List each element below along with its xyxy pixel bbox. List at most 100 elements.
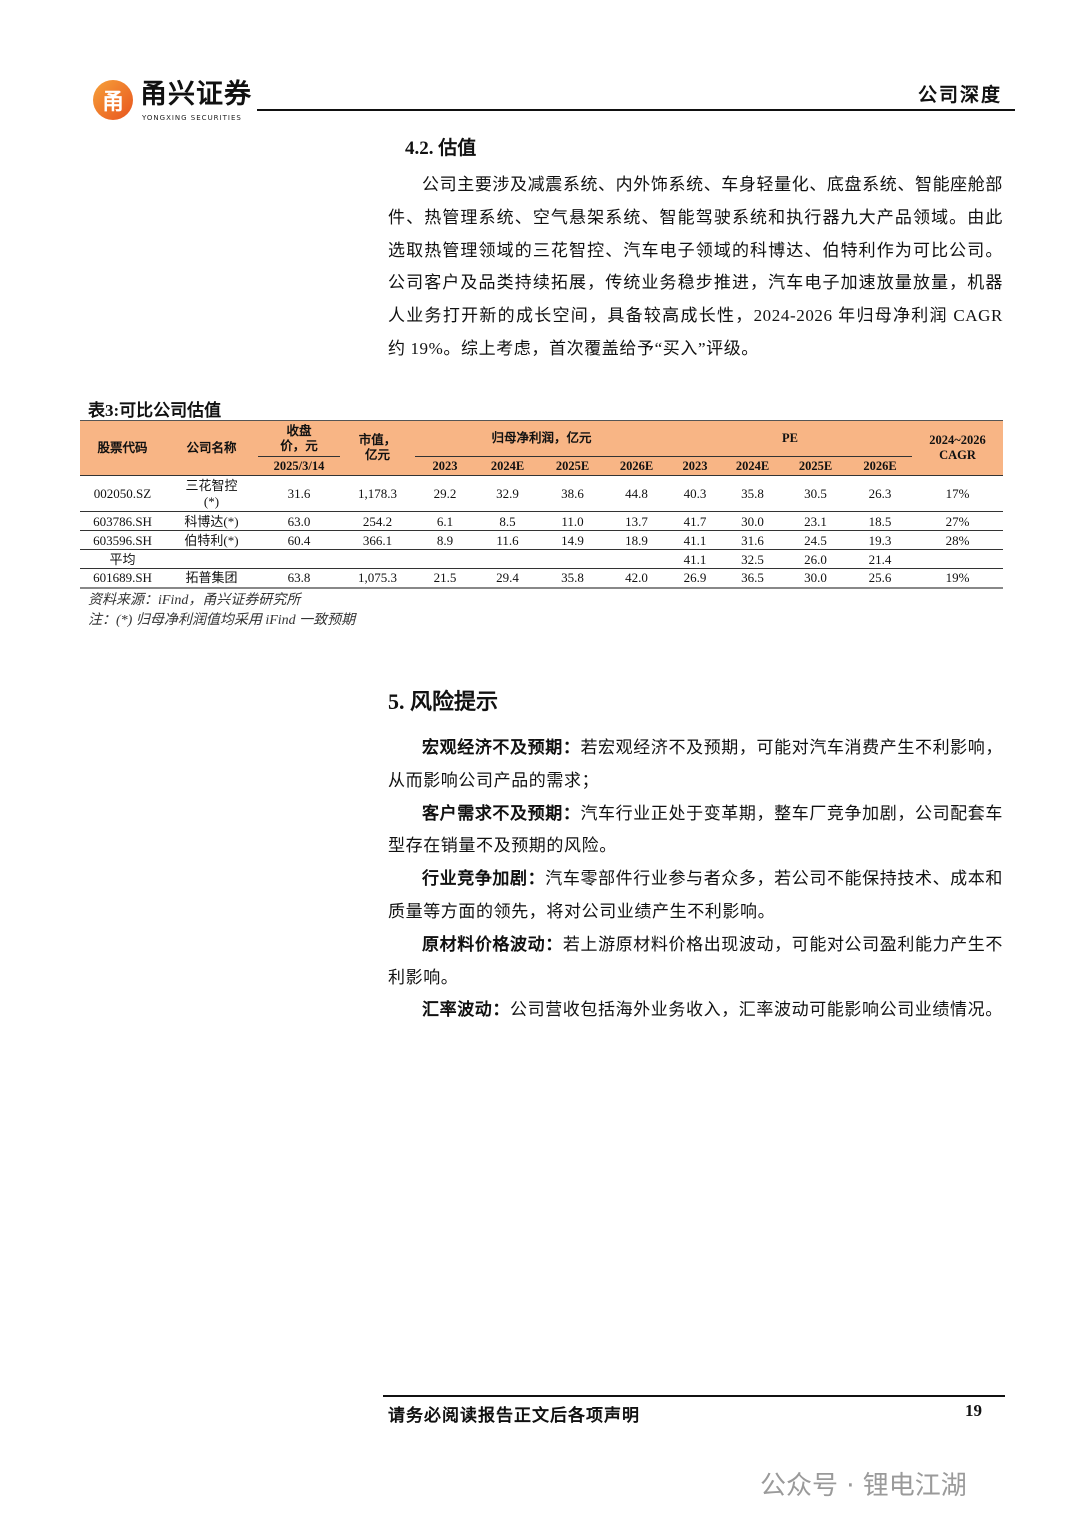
table-cell: 25.6 [868, 570, 892, 586]
table-cell: 30.0 [804, 570, 827, 586]
table-cell: 603596.SH [93, 532, 152, 548]
table-cell: 拓普集团 [185, 570, 238, 586]
col-year: 2023 [415, 456, 475, 476]
col-pe: PE [668, 420, 913, 457]
table-cell: 19% [945, 570, 970, 586]
footer-divider [383, 1395, 1005, 1397]
table-cell: 35.8 [561, 570, 584, 586]
table-source: 资料来源：iFind，甬兴证券研究所 [88, 592, 301, 608]
table-row: 603786.SH 科博达(*) 63.0 254.2 6.1 8.5 11.0 13.7 41… [80, 511, 1003, 531]
table-cell: 29.4 [496, 570, 519, 586]
table-cell: 38.6 [561, 486, 584, 501]
table-row: 平均 41.1 32.5 26.0 21.4 [80, 549, 1003, 569]
watermark: 公众号 · 锂电江湖 [760, 1471, 967, 1501]
risk-list: 宏观经济不及预期：若宏观经济不及预期，可能对汽车消费产生不利影响，从而影响公司产… [388, 732, 1003, 1027]
valuation-text: 公司主要涉及减震系统、内外饰系统、车身轻量化、底盘系统、智能座舱部件、热管理系统… [388, 169, 1003, 366]
table-cell: 63.8 [287, 570, 311, 586]
table-cell: 29.2 [433, 486, 457, 501]
table-cell: 30.0 [741, 513, 764, 529]
col-mcap: 市值，亿元 [340, 420, 415, 476]
risk-item: 原材料价格波动：若上游原材料价格出现波动，可能对公司盈利能力产生不利影响。 [388, 934, 1003, 987]
table-cell: 18.9 [625, 532, 648, 548]
table-cell: 8.9 [436, 532, 454, 548]
table-cell: 31.6 [741, 532, 764, 548]
table-cell: 28% [945, 532, 970, 548]
table-cell: 31.6 [287, 486, 311, 501]
col-name: 公司名称 [165, 420, 258, 476]
col-year: 2026E [605, 456, 669, 476]
table-cell: 三花智控(*) [185, 477, 238, 509]
col-profit: 归母净利润，亿元 [415, 420, 669, 457]
table-cell: 13.7 [625, 513, 648, 529]
col-code: 股票代码 [80, 420, 165, 476]
table-caption: 表3:可比公司估值 [88, 401, 222, 420]
table-cell [912, 550, 1003, 569]
table-cell [415, 550, 475, 569]
section-label: 公司深度 [917, 85, 1002, 106]
risk-item: 汇率波动：公司营收包括海外业务收入，汇率波动可能影响公司业绩情况。 [422, 1000, 1003, 1020]
table-cell: 14.9 [561, 532, 584, 548]
table-cell: 26.9 [683, 570, 707, 586]
col-year: 2026E [848, 456, 913, 476]
risk-item: 宏观经济不及预期：若宏观经济不及预期，可能对汽车消费产生不利影响，从而影响公司产… [388, 738, 1003, 790]
table-cell: 002050.SZ [93, 486, 152, 501]
table-cell: 平均 [109, 551, 136, 567]
risk-item: 客户需求不及预期：汽车行业正处于变革期，整车厂竞争加剧，公司配套车型存在销量不及… [388, 803, 1003, 856]
risk-item: 行业竞争加剧：汽车零部件行业参与者众多，若公司不能保持技术、成本和质量等方面的领… [388, 869, 1003, 921]
table-cell [258, 550, 340, 569]
page-number: 19 [965, 1401, 982, 1420]
logo-text: 甬兴证券 [140, 79, 252, 110]
logo-icon: 甬 [93, 80, 133, 120]
table-cell: 21.4 [868, 551, 892, 567]
table-row: 601689.SH 拓普集团 63.8 1,075.3 21.5 29.4 35.8 42.0… [80, 568, 1003, 588]
table-cell: 36.5 [741, 570, 764, 586]
table-cell: 6.1 [436, 513, 454, 529]
table-cell: 366.1 [362, 532, 393, 548]
table-cell: 603786.SH [93, 513, 152, 529]
footer-disclaimer: 请务必阅读报告正文后各项声明 [388, 1406, 640, 1425]
header-divider [257, 109, 1015, 111]
table-cell: 41.1 [683, 551, 707, 567]
table-cell: 8.5 [499, 513, 516, 529]
col-year: 2025E [540, 456, 605, 476]
table-cell: 11.0 [561, 513, 584, 529]
valuation-table: 股票代码 公司名称 收盘价，元 市值，亿元 归母净利润，亿元 PE 2024~2… [80, 420, 1003, 589]
table-cell [540, 550, 605, 569]
table-cell: 254.2 [362, 513, 393, 529]
table-cell [605, 550, 668, 569]
table-cell: 1,178.3 [358, 486, 397, 501]
table-cell: 42.0 [625, 570, 648, 586]
table-cell: 11.6 [496, 532, 519, 548]
col-year: 2024E [722, 456, 784, 476]
col-year: 2023 [668, 456, 723, 476]
table-note: 注：(*) 归母净利润值均采用 iFind 一致预期 [88, 612, 356, 628]
table-cell: 24.5 [804, 532, 827, 548]
col-price-date: 2025/3/14 [258, 456, 340, 476]
table-cell: 63.0 [287, 513, 311, 529]
table-cell: 41.7 [683, 513, 707, 529]
table-cell: 601689.SH [93, 570, 152, 586]
col-price: 收盘价，元 [258, 420, 340, 457]
table-block: 股票代码 公司名称 收盘价，元 市值，亿元 归母净利润，亿元 PE 2024~2… [80, 420, 1003, 631]
table-cell: 科博达(*) [184, 513, 239, 529]
col-cagr: 2024~2026 CAGR [912, 420, 1003, 476]
table-cell: 26.3 [868, 486, 892, 501]
table-cell: 32.9 [496, 486, 519, 501]
table-cell: 35.8 [741, 486, 764, 501]
table-cell: 17% [945, 486, 970, 501]
table-cell: 26.0 [804, 551, 827, 567]
table-row: 603596.SH 伯特利(*) 60.4 366.1 8.9 11.6 14.9 18.9 4… [80, 530, 1003, 550]
table-cell: 伯特利(*) [184, 532, 239, 548]
table-cell [475, 550, 540, 569]
table-cell: 40.3 [683, 486, 707, 501]
valuation-heading: 4.2. 估值 [405, 138, 477, 159]
table-cell: 41.1 [683, 532, 707, 548]
table-cell: 21.5 [433, 570, 457, 586]
logo-subtext: YONGXING SECURITIES [142, 114, 242, 122]
table-cell: 44.8 [625, 486, 648, 501]
table-cell: 19.3 [868, 532, 892, 548]
risk-heading: 5. 风险提示 [388, 689, 499, 714]
paragraph: 公司主要涉及减震系统、内外饰系统、车身轻量化、底盘系统、智能座舱部件、热管理系统… [388, 175, 1003, 358]
table-cell: 1,075.3 [358, 570, 397, 586]
col-year: 2024E [475, 456, 540, 476]
